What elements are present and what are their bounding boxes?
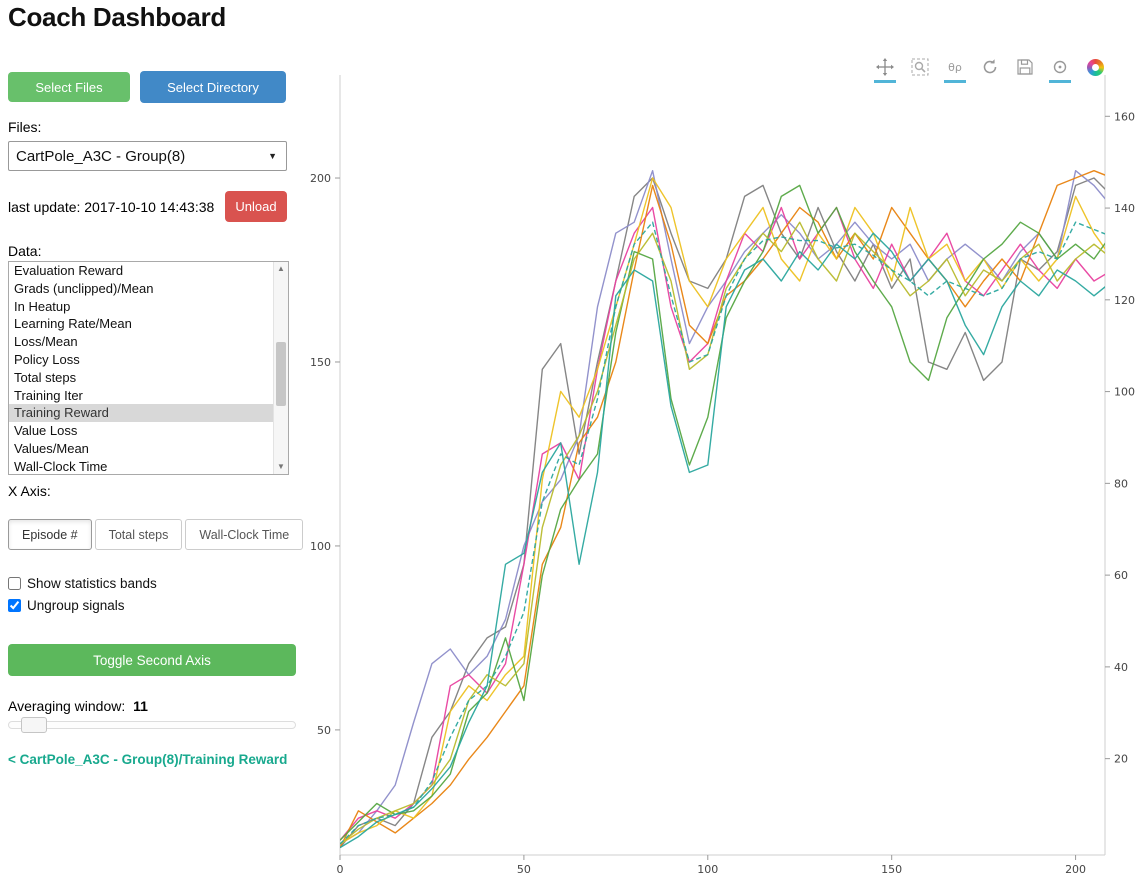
list-item[interactable]: Policy Loss [14,351,80,367]
page-title: Coach Dashboard [8,2,226,32]
ungroup-signals-checkbox[interactable] [8,599,21,612]
svg-text:40: 40 [1114,661,1128,674]
x-axis-option-button[interactable]: Total steps [94,519,183,550]
save-tool-icon[interactable] [1014,57,1036,83]
list-item[interactable]: Loss/Mean [14,334,78,350]
show-statistics-bands-checkbox[interactable] [8,577,21,590]
data-label: Data: [8,243,42,259]
slider-handle[interactable] [21,717,47,733]
select-directory-button[interactable]: Select Directory [140,71,286,103]
svg-text:100: 100 [697,863,718,876]
scroll-down-icon[interactable]: ▼ [277,462,285,471]
list-item[interactable]: Training Iter [14,387,83,403]
series-teal-dashed-mean [340,221,1105,845]
svg-text:120: 120 [1114,294,1135,307]
show-statistics-bands-label: Show statistics bands [27,576,157,591]
svg-text:140: 140 [1114,202,1135,215]
scroll-up-icon[interactable]: ▲ [277,264,285,273]
svg-text:0: 0 [337,863,344,876]
averaging-window-row: Averaging window: 11 [8,698,148,714]
series-olive [340,221,1105,845]
svg-text:20: 20 [1114,753,1128,766]
list-item[interactable]: Training Reward [9,404,288,423]
last-update-text: last update: 2017-10-10 14:43:38 [8,199,215,215]
svg-text:100: 100 [310,540,331,553]
svg-text:160: 160 [1114,110,1135,123]
series-magenta [340,206,1105,841]
list-item[interactable]: Value Loss [14,423,78,439]
show-statistics-bands-row: Show statistics bands [8,576,157,591]
list-item[interactable]: Evaluation Reward [14,263,124,278]
svg-text:100: 100 [1114,386,1135,399]
list-item[interactable]: Wall-Clock Time [14,458,108,474]
list-item[interactable]: Grads (unclipped)/Mean [14,280,154,296]
wheel-zoom-glyph: θρ [948,60,962,74]
list-item[interactable]: Values/Mean [14,440,89,456]
ungroup-signals-label: Ungroup signals [27,598,125,613]
x-axis-option-button[interactable]: Wall-Clock Time [185,519,304,550]
averaging-window-slider[interactable] [8,717,296,733]
x-axis-option-button[interactable]: Episode # [8,519,92,550]
plot-toolbar: θρ [874,57,1106,83]
averaging-window-label: Averaging window: [8,698,126,714]
ungroup-signals-row: Ungroup signals [8,598,125,613]
data-list[interactable]: ▲ ▼ Evaluation Reward Grads (unclipped)/M… [8,261,289,475]
reset-tool-icon[interactable] [979,57,1001,83]
toggle-second-axis-button[interactable]: Toggle Second Axis [8,644,296,676]
breadcrumb[interactable]: < CartPole_A3C - Group(8)/Training Rewar… [8,752,288,767]
svg-text:50: 50 [317,724,331,737]
pan-tool-icon[interactable] [874,57,896,83]
series-teal [340,232,1105,849]
svg-text:200: 200 [1065,863,1086,876]
svg-text:150: 150 [310,356,331,369]
training-reward-chart[interactable]: θρ [300,55,1142,881]
svg-text:60: 60 [1114,569,1128,582]
wheel-zoom-tool-icon[interactable]: θρ [944,57,966,83]
list-item[interactable]: In Heatup [14,298,71,314]
x-axis-button-group: Episode # Total steps Wall-Clock Time [8,519,304,550]
series-orange [340,169,1105,848]
files-select[interactable]: CartPole_A3C - Group(8) [8,141,287,171]
plot-canvas[interactable]: 0 50 100 150 200 50 100 150 200 20 40 60 80 100 120 140… [300,55,1142,881]
series-green [340,184,1105,841]
list-item[interactable]: Total steps [14,369,77,385]
averaging-window-value: 11 [133,698,148,714]
files-label: Files: [8,119,42,135]
scrollbar-thumb[interactable] [276,342,286,406]
x-axis-label: X Axis: [8,483,51,499]
svg-text:50: 50 [517,863,531,876]
select-files-button[interactable]: Select Files [8,72,130,102]
svg-text:80: 80 [1114,477,1128,490]
svg-text:200: 200 [310,172,331,185]
svg-text:150: 150 [881,863,902,876]
unload-button[interactable]: Unload [225,191,287,222]
box-zoom-tool-icon[interactable] [909,57,931,83]
hover-tool-icon[interactable] [1049,57,1071,83]
files-select-wrap: CartPole_A3C - Group(8) ▼ [8,141,287,171]
scrollbar[interactable]: ▲ ▼ [273,262,288,474]
list-item[interactable]: Learning Rate/Mean [14,316,132,332]
bokeh-logo-icon[interactable] [1084,57,1106,83]
